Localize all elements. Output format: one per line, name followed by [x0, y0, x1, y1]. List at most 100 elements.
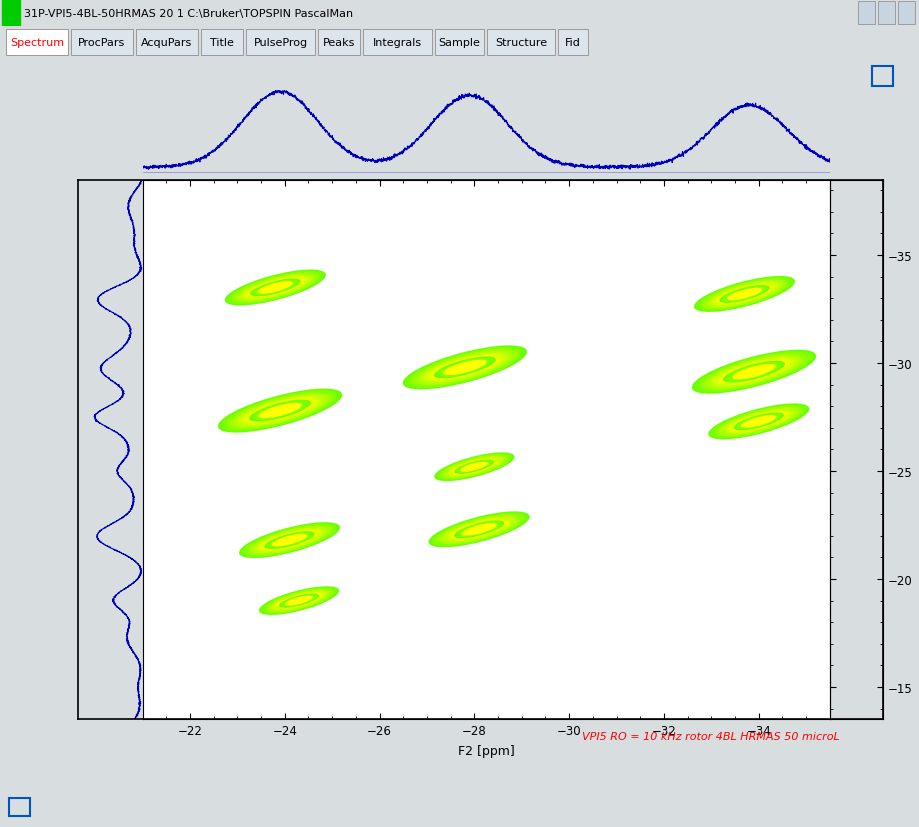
Ellipse shape [267, 407, 292, 415]
Text: 31P-VPI5-4BL-50HRMAS 20 1 C:\Bruker\TOPSPIN PascalMan: 31P-VPI5-4BL-50HRMAS 20 1 C:\Bruker\TOPS… [24, 8, 353, 19]
Ellipse shape [751, 419, 765, 424]
Ellipse shape [406, 347, 522, 389]
Ellipse shape [251, 401, 309, 421]
Ellipse shape [262, 531, 316, 550]
Ellipse shape [290, 598, 307, 604]
Ellipse shape [754, 421, 761, 423]
Ellipse shape [278, 410, 282, 412]
Ellipse shape [256, 282, 293, 294]
Ellipse shape [417, 351, 512, 385]
Ellipse shape [732, 290, 755, 299]
Ellipse shape [459, 523, 499, 537]
Bar [857, 2, 874, 25]
Ellipse shape [734, 366, 772, 379]
FancyBboxPatch shape [318, 30, 360, 55]
Ellipse shape [748, 418, 768, 425]
Ellipse shape [271, 591, 326, 611]
Ellipse shape [243, 398, 317, 424]
Ellipse shape [228, 271, 322, 304]
Ellipse shape [255, 528, 323, 552]
Ellipse shape [265, 284, 285, 292]
Ellipse shape [255, 281, 295, 295]
Ellipse shape [238, 396, 321, 426]
Ellipse shape [756, 421, 760, 423]
Ellipse shape [708, 356, 799, 388]
Ellipse shape [264, 589, 334, 613]
FancyBboxPatch shape [435, 30, 483, 55]
Ellipse shape [750, 419, 766, 425]
Ellipse shape [272, 287, 278, 289]
Ellipse shape [714, 358, 792, 386]
Ellipse shape [286, 539, 292, 542]
Ellipse shape [427, 355, 502, 381]
Ellipse shape [295, 600, 302, 602]
Ellipse shape [257, 403, 302, 419]
Ellipse shape [220, 390, 340, 433]
Ellipse shape [437, 358, 492, 377]
Ellipse shape [450, 459, 498, 476]
Ellipse shape [233, 273, 317, 303]
Ellipse shape [732, 413, 783, 431]
Ellipse shape [442, 456, 505, 479]
Ellipse shape [700, 280, 788, 310]
Ellipse shape [260, 587, 337, 614]
Ellipse shape [438, 515, 519, 544]
Ellipse shape [443, 457, 505, 478]
FancyBboxPatch shape [6, 30, 68, 55]
Ellipse shape [467, 465, 481, 470]
Ellipse shape [259, 404, 301, 418]
Ellipse shape [442, 360, 487, 376]
Ellipse shape [477, 529, 481, 530]
Text: □: □ [881, 8, 891, 19]
Ellipse shape [448, 519, 509, 540]
Text: _: _ [863, 8, 868, 19]
Ellipse shape [288, 597, 310, 605]
Bar [897, 2, 914, 25]
Ellipse shape [272, 534, 307, 547]
Ellipse shape [455, 521, 502, 538]
Ellipse shape [446, 361, 483, 375]
Ellipse shape [729, 364, 778, 381]
Ellipse shape [462, 367, 467, 369]
Bar [871, 67, 891, 87]
Ellipse shape [450, 519, 507, 540]
Ellipse shape [731, 364, 776, 380]
Ellipse shape [715, 284, 772, 304]
Ellipse shape [248, 279, 301, 298]
Ellipse shape [257, 282, 292, 294]
Ellipse shape [436, 453, 513, 480]
Ellipse shape [274, 535, 304, 546]
Ellipse shape [467, 525, 491, 534]
Ellipse shape [460, 366, 469, 370]
Ellipse shape [285, 596, 312, 606]
Ellipse shape [463, 524, 494, 535]
Ellipse shape [742, 294, 745, 295]
Ellipse shape [430, 513, 528, 547]
Ellipse shape [727, 289, 761, 300]
Ellipse shape [713, 284, 774, 305]
Ellipse shape [434, 453, 514, 481]
Text: VPI5 RO = 10 kHz rotor 4BL HRMAS 50 microL: VPI5 RO = 10 kHz rotor 4BL HRMAS 50 micr… [581, 731, 838, 741]
Ellipse shape [226, 271, 323, 305]
Text: Peaks: Peaks [323, 37, 355, 48]
Ellipse shape [720, 409, 797, 436]
Ellipse shape [741, 416, 776, 428]
Ellipse shape [464, 464, 483, 471]
Ellipse shape [741, 416, 775, 428]
Ellipse shape [238, 275, 312, 301]
Ellipse shape [241, 397, 319, 425]
Text: Sample: Sample [438, 37, 480, 48]
Ellipse shape [744, 417, 771, 427]
Ellipse shape [443, 517, 514, 543]
FancyBboxPatch shape [363, 30, 432, 55]
Ellipse shape [271, 534, 308, 547]
Ellipse shape [716, 359, 790, 385]
Ellipse shape [293, 599, 304, 603]
Ellipse shape [460, 462, 487, 472]
Ellipse shape [747, 370, 759, 375]
Ellipse shape [445, 518, 512, 542]
Text: Integrals: Integrals [373, 37, 422, 48]
Ellipse shape [452, 460, 495, 475]
FancyBboxPatch shape [486, 30, 555, 55]
Ellipse shape [419, 352, 510, 384]
